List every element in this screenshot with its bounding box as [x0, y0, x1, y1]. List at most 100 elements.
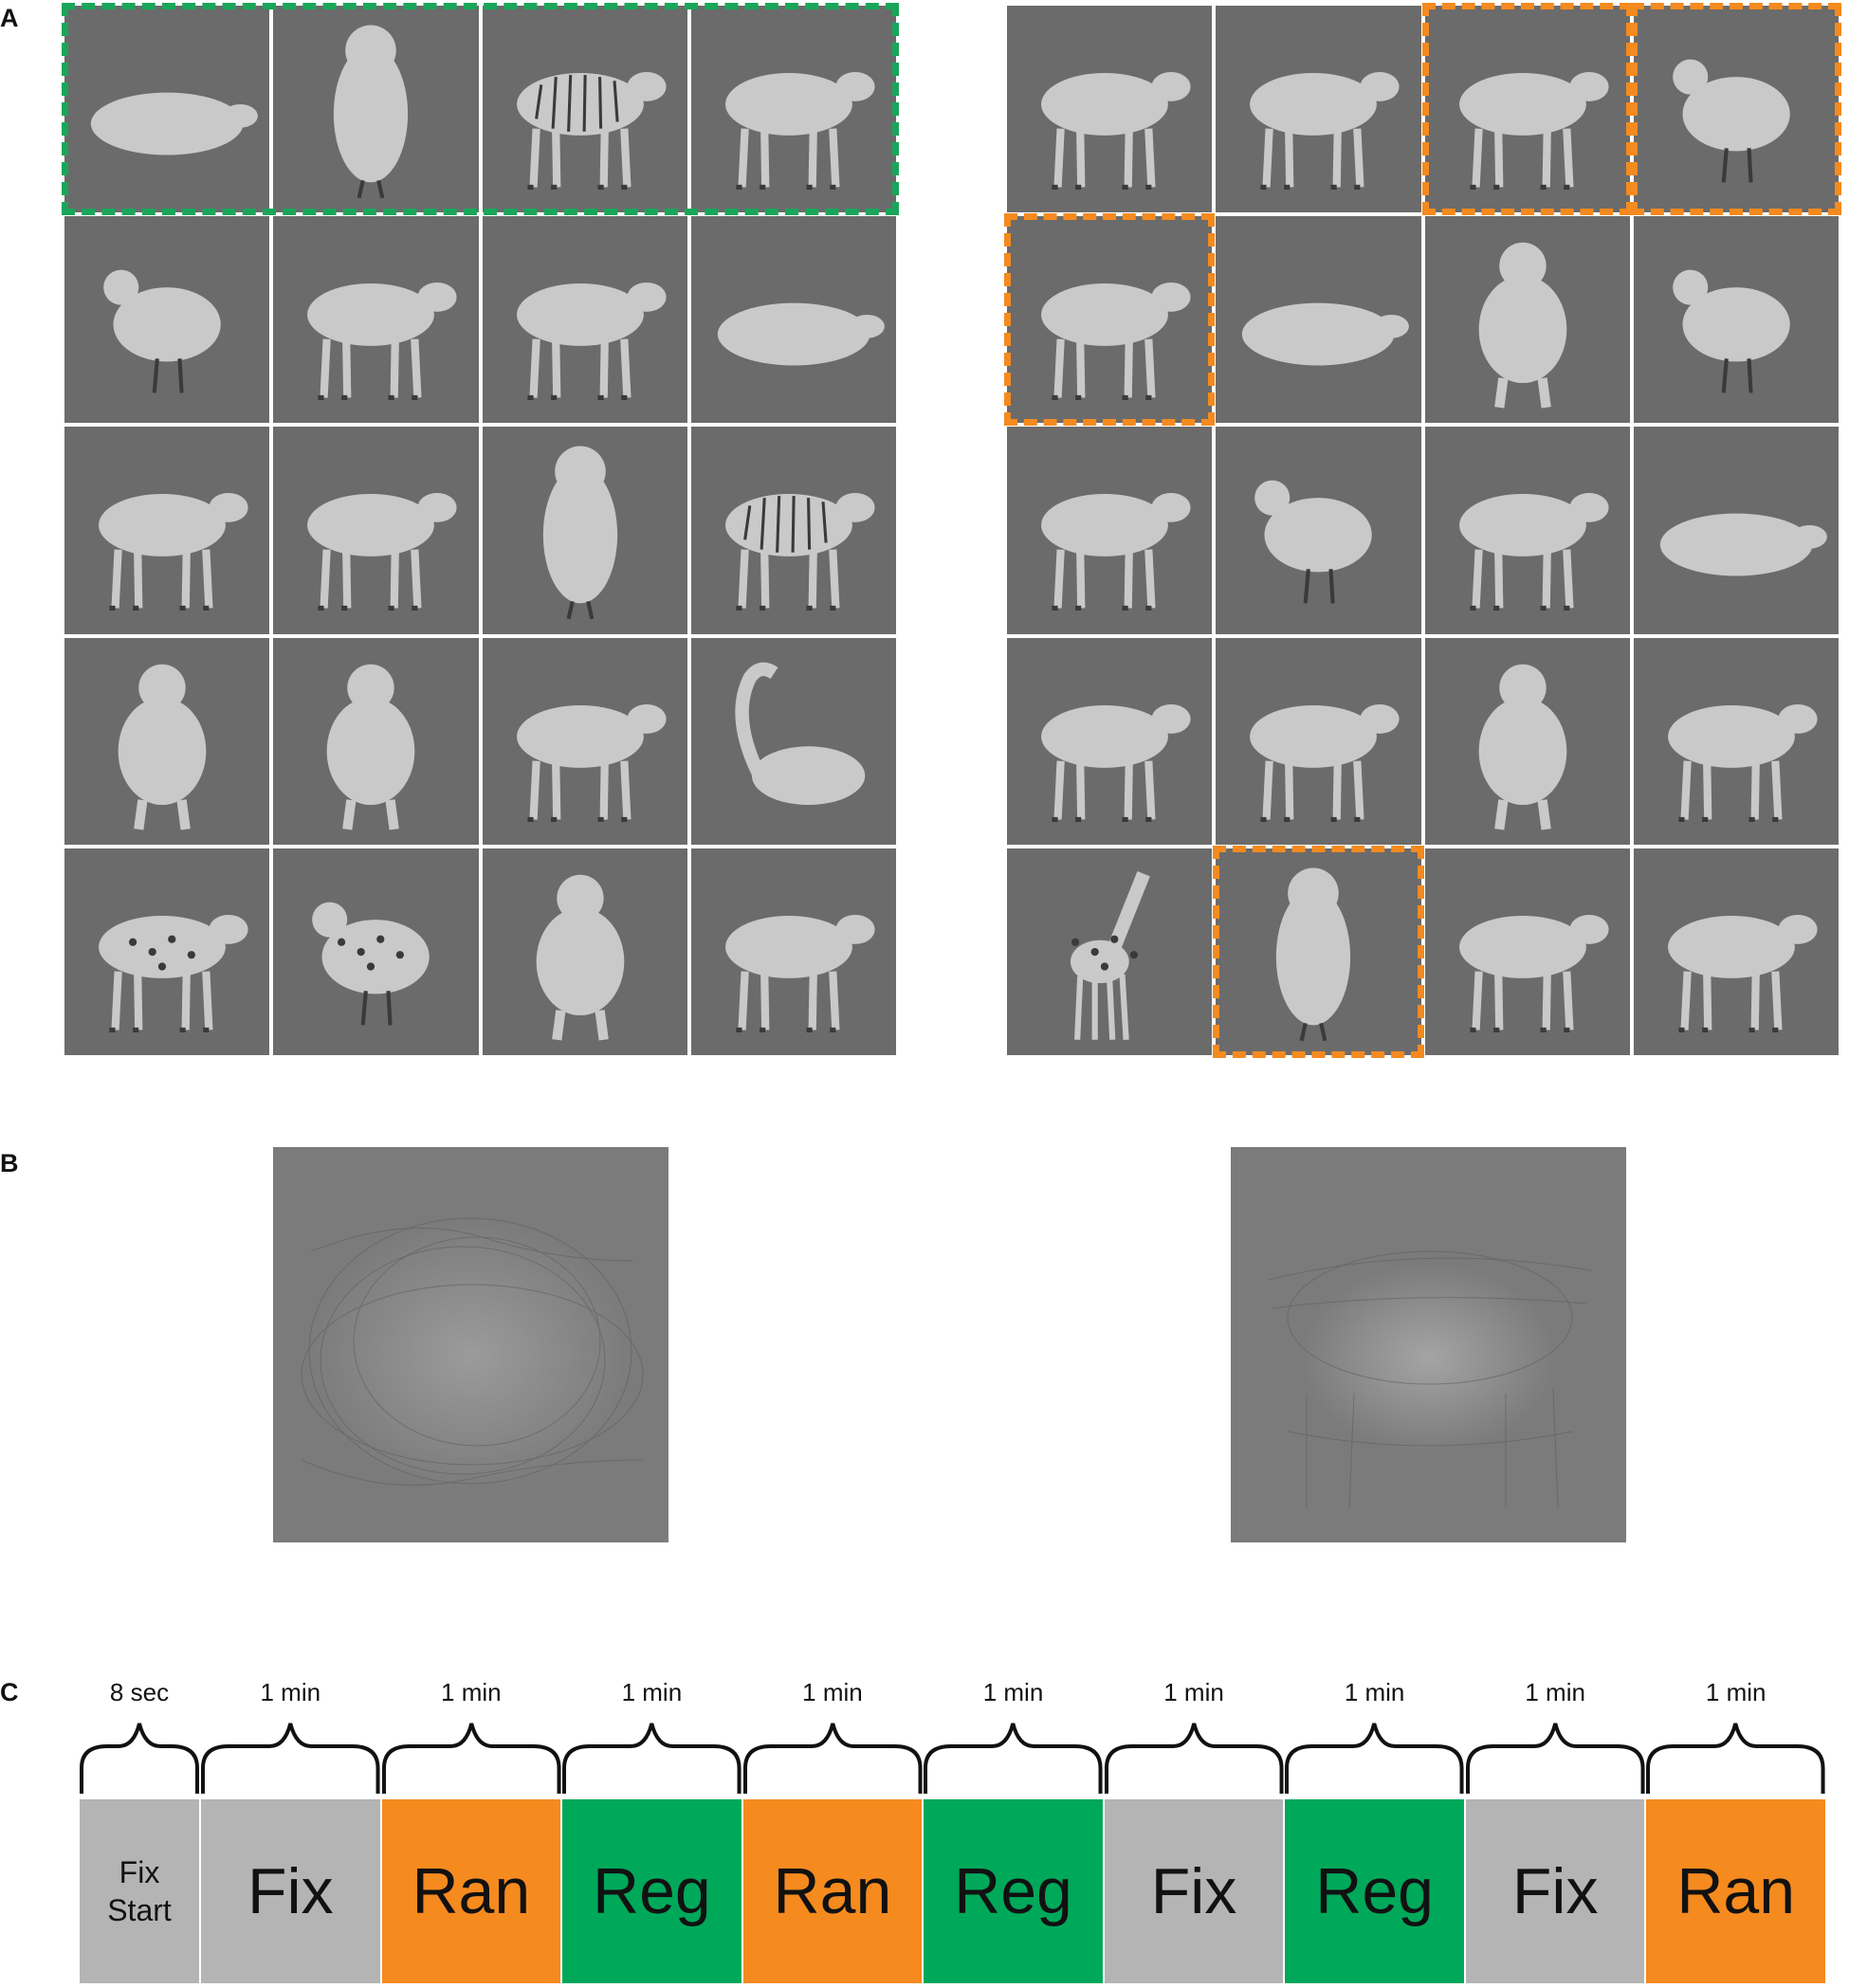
- stimulus-left-squirrel: [273, 637, 479, 845]
- stimulus-left-pig: [482, 216, 687, 424]
- owl-icon: [334, 25, 409, 199]
- stimulus-left-owl: [273, 6, 479, 213]
- timeline-block-fix: Fix Start: [80, 1799, 199, 1983]
- stimulus-right-camel: [1424, 848, 1630, 1055]
- pig-icon: [516, 283, 667, 401]
- turtle-icon: [717, 302, 885, 366]
- timeline-block-ran: Ran: [742, 1799, 923, 1983]
- camel-icon: [1458, 914, 1609, 1032]
- stimulus-left-lion: [482, 637, 687, 845]
- swan-icon: [735, 662, 866, 805]
- stimulus-right-bird: [1216, 427, 1421, 634]
- curly-brace: [1285, 1723, 1464, 1794]
- stimulus-right-giraffe: [1007, 848, 1213, 1055]
- rat-icon: [99, 493, 248, 611]
- chicken-icon: [1672, 59, 1790, 183]
- timeline-block-ran: Ran: [381, 1799, 561, 1983]
- donkey-icon: [1041, 703, 1191, 822]
- kangaroo-icon: [1478, 664, 1566, 830]
- timeline-block-label: Fix: [1150, 1855, 1237, 1927]
- timeline-block-label: Fix: [247, 1855, 334, 1927]
- stimulus-right-elephant: [1007, 6, 1213, 213]
- rooster-icon: [103, 269, 221, 393]
- stimulus-left-penguin: [482, 427, 687, 634]
- stimulus-left-zebra: [482, 6, 687, 213]
- stimulus-grid-right: [1004, 3, 1841, 1058]
- stimulus-left-rhinoceros: [273, 216, 479, 424]
- panel-label-b: B: [0, 1149, 19, 1177]
- timeline-duration: 1 min: [260, 1678, 321, 1706]
- fox-icon: [1250, 703, 1400, 822]
- bear-icon: [1667, 914, 1818, 1032]
- stimulus-right-donkey: [1007, 637, 1213, 845]
- curly-brace: [742, 1723, 923, 1794]
- alligator-icon: [1659, 513, 1827, 576]
- peacock-icon: [312, 902, 430, 1026]
- timeline-duration: 1 min: [802, 1678, 863, 1706]
- stimulus-right-dog: [1424, 6, 1630, 213]
- bird-icon: [1254, 480, 1373, 604]
- monkey-icon: [118, 664, 207, 830]
- dog-icon: [1458, 71, 1609, 191]
- timeline-duration: 1 min: [1525, 1678, 1585, 1706]
- timeline-duration: 8 sec: [109, 1678, 170, 1706]
- goat-icon: [1041, 493, 1191, 611]
- zebra-icon: [516, 71, 667, 191]
- curly-brace: [924, 1723, 1103, 1794]
- stimulus-left-tiger: [690, 427, 896, 634]
- timeline-duration: 1 min: [982, 1678, 1044, 1706]
- timeline-duration: 1 min: [1163, 1678, 1224, 1706]
- timeline-duration: 1 min: [1344, 1678, 1405, 1706]
- cow-icon: [1041, 283, 1191, 401]
- stimulus-right-bear: [1633, 848, 1839, 1055]
- stimulus-left-skunk: [690, 848, 896, 1055]
- timeline-block-label: Fix Start: [107, 1855, 172, 1927]
- stimulus-right-chicken: [1633, 6, 1839, 213]
- timeline-block-reg: Reg: [562, 1799, 741, 1983]
- frog-icon: [1242, 302, 1410, 366]
- stimulus-right-cat: [1216, 6, 1421, 213]
- stimulus-left-raccoon: [690, 6, 896, 213]
- sheep-icon: [307, 493, 457, 611]
- curly-brace: [1104, 1723, 1284, 1794]
- stimulus-left-peacock: [273, 848, 479, 1055]
- timeline-duration: 1 min: [1705, 1678, 1767, 1706]
- stimulus-left-rooster: [64, 216, 270, 424]
- timeline-block-label: Reg: [1315, 1855, 1434, 1927]
- stimulus-right-goat: [1007, 427, 1213, 634]
- curly-brace: [1465, 1723, 1645, 1794]
- elephant-icon: [1041, 71, 1191, 191]
- stimulus-right-fox: [1216, 637, 1421, 845]
- timeline-block-label: Ran: [412, 1855, 531, 1927]
- stimulus-right-cow: [1007, 216, 1213, 424]
- stimulus-right-frog: [1216, 216, 1421, 424]
- timeline-block-label: Reg: [593, 1855, 711, 1927]
- curly-brace: [1646, 1723, 1825, 1794]
- timeline-block-label: Ran: [1676, 1855, 1796, 1927]
- timeline-block-reg: Reg: [1285, 1799, 1464, 1983]
- seal-icon: [90, 92, 258, 155]
- panel-label-a: A: [0, 4, 19, 32]
- curly-brace: [562, 1723, 741, 1794]
- curly-brace: [381, 1723, 561, 1794]
- stimulus-right-deer: [1424, 427, 1630, 634]
- duck-icon: [1672, 269, 1790, 393]
- leopard-icon: [99, 914, 248, 1032]
- raccoon-icon: [724, 71, 875, 191]
- stimulus-left-swan: [690, 637, 896, 845]
- stimulus-left-sheep: [273, 427, 479, 634]
- timeline-block-label: Fix: [1511, 1855, 1599, 1927]
- stimulus-left-seal: [64, 6, 270, 213]
- lion-icon: [516, 703, 667, 822]
- stimulus-grid-left: [62, 3, 899, 1055]
- cat-icon: [1250, 71, 1400, 191]
- curly-brace: [80, 1723, 199, 1794]
- timeline-block-fix: Fix: [1465, 1799, 1645, 1983]
- stimulus-right-eagle: [1216, 848, 1421, 1055]
- rabbit-icon: [536, 874, 624, 1041]
- stimulus-right-horse: [1633, 637, 1839, 845]
- stimulus-left-turtle: [690, 216, 896, 424]
- skunk-icon: [724, 914, 875, 1032]
- penguin-icon: [542, 446, 617, 620]
- timeline-block-label: Reg: [954, 1855, 1072, 1927]
